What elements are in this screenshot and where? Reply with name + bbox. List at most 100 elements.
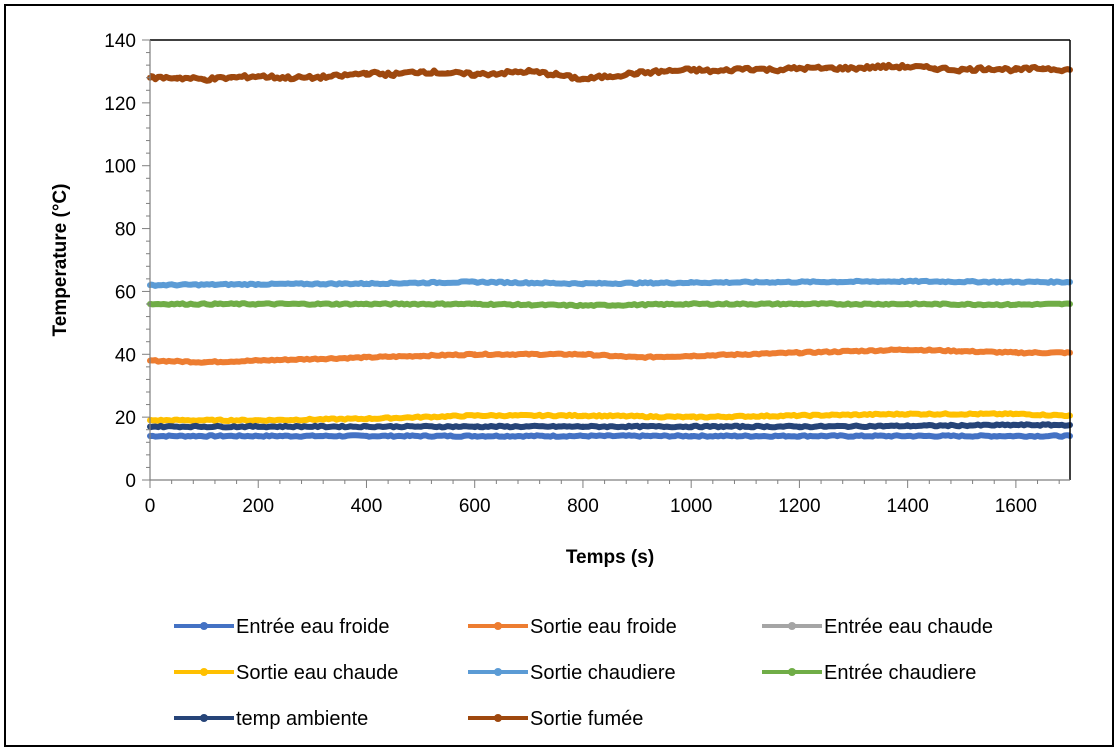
data-point xyxy=(904,278,911,285)
x-tick-label: 600 xyxy=(459,496,491,517)
data-point xyxy=(715,68,722,75)
data-point xyxy=(742,351,749,358)
x-tick-label: 200 xyxy=(242,496,274,517)
legend-item: Entrée eau chaude xyxy=(762,616,993,638)
data-point xyxy=(850,65,857,72)
data-point xyxy=(796,301,803,307)
data-point xyxy=(552,71,559,78)
data-point xyxy=(850,348,857,355)
x-tick-label: 400 xyxy=(351,496,383,517)
data-point xyxy=(255,433,262,439)
y-tick-label: 20 xyxy=(115,408,136,429)
data-point xyxy=(525,351,532,358)
data-point xyxy=(471,351,478,358)
data-point xyxy=(1012,411,1019,417)
data-point xyxy=(904,346,911,353)
data-point xyxy=(471,412,478,419)
data-point xyxy=(579,280,586,287)
data-point xyxy=(579,351,586,358)
data-point xyxy=(1012,422,1019,428)
data-point xyxy=(796,423,803,430)
legend-item: Entrée chaudiere xyxy=(762,662,976,684)
data-point xyxy=(201,76,208,83)
data-point xyxy=(579,433,586,439)
data-point xyxy=(904,422,911,429)
data-point xyxy=(363,433,370,439)
legend-label: Sortie eau froide xyxy=(530,616,677,638)
legend-marker xyxy=(200,668,208,676)
series-line-0 xyxy=(149,432,1071,440)
data-point xyxy=(931,65,938,72)
x-tick-label: 0 xyxy=(145,496,156,517)
data-point xyxy=(769,66,776,73)
data-point xyxy=(201,359,208,366)
data-point xyxy=(228,74,235,81)
legend-marker xyxy=(494,714,502,722)
series-line-1 xyxy=(149,346,1071,366)
data-point xyxy=(823,65,830,72)
data-point xyxy=(1012,433,1019,439)
series-line-3 xyxy=(149,410,1071,424)
legend-item: Sortie eau chaude xyxy=(174,662,398,684)
legend-marker xyxy=(788,622,796,630)
legend-marker xyxy=(200,622,208,630)
series-layer xyxy=(147,61,1073,440)
data-point xyxy=(390,71,397,78)
data-point xyxy=(282,74,289,81)
chart-frame: 0 20 40 60 80 100 120 140 0 200 400 600 800 1000 1200 1… xyxy=(4,4,1114,747)
y-tick-label: 120 xyxy=(104,94,136,115)
data-point xyxy=(796,65,803,72)
data-point xyxy=(579,412,586,419)
data-point xyxy=(363,354,370,361)
data-point xyxy=(471,71,478,78)
y-axis-title: Temperature (°C) xyxy=(50,184,71,337)
data-point xyxy=(661,68,668,75)
data-point xyxy=(904,63,911,70)
legend-marker xyxy=(788,668,796,676)
x-tick-label: 800 xyxy=(567,496,599,517)
x-tick-label: 1600 xyxy=(995,496,1037,517)
series-line-4 xyxy=(149,277,1071,289)
legend: Entrée eau froide Sortie eau froide Entrée… xyxy=(174,616,993,730)
data-point xyxy=(363,280,370,287)
data-point xyxy=(634,354,641,361)
data-point xyxy=(471,423,478,430)
data-point xyxy=(255,73,262,80)
data-point xyxy=(471,301,478,307)
data-point xyxy=(1012,66,1019,73)
data-point xyxy=(309,356,316,362)
data-point xyxy=(877,63,884,70)
legend-label: Sortie chaudiere xyxy=(530,662,676,684)
y-tick-label: 40 xyxy=(115,345,136,366)
data-point xyxy=(363,70,370,76)
data-point xyxy=(255,423,262,430)
data-point xyxy=(688,352,695,359)
data-point xyxy=(985,65,992,72)
legend-marker xyxy=(494,622,502,630)
data-point xyxy=(255,301,262,307)
x-tick-label: 1200 xyxy=(778,496,820,517)
data-point xyxy=(471,279,478,285)
data-point xyxy=(444,70,451,76)
data-point xyxy=(796,433,803,439)
data-point xyxy=(417,68,424,75)
data-point xyxy=(1039,65,1046,72)
data-point xyxy=(579,76,586,83)
data-point xyxy=(796,349,803,356)
data-point xyxy=(525,68,532,75)
x-tick-label: 1400 xyxy=(887,496,929,517)
data-point xyxy=(309,74,316,81)
data-point xyxy=(607,73,613,80)
data-point xyxy=(255,281,262,288)
legend-label: Entrée chaudiere xyxy=(824,662,976,684)
data-point xyxy=(417,352,424,359)
legend-item: Entrée eau froide xyxy=(174,616,389,638)
data-point xyxy=(688,414,695,421)
legend-label: Sortie fumée xyxy=(530,708,643,730)
legend-label: Entrée eau froide xyxy=(236,616,389,638)
data-point xyxy=(634,70,641,76)
data-point xyxy=(363,423,370,430)
data-point xyxy=(255,417,262,424)
